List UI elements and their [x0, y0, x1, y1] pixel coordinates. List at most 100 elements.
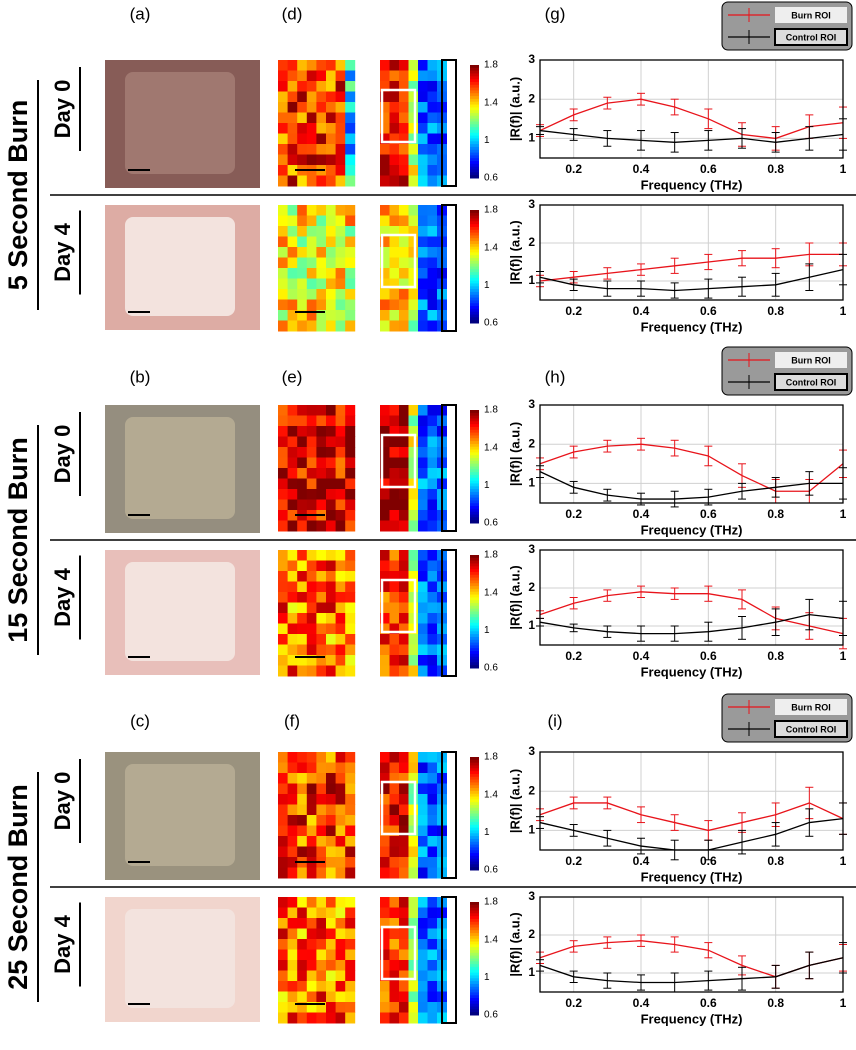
- heatmap-cell: [345, 489, 356, 500]
- heatmap-cell: [335, 310, 346, 321]
- heatmap-cell: [316, 634, 327, 645]
- heatmap-cell: [427, 102, 438, 113]
- heatmap-cell: [306, 499, 317, 511]
- heatmap-cell: [380, 960, 390, 971]
- plot-frame: [539, 404, 844, 504]
- heatmap-cell: [326, 175, 336, 187]
- heatmap-cell: [335, 644, 346, 656]
- y-axis-label: |R(f)| (a.u.): [507, 220, 522, 284]
- heatmap-cell: [306, 447, 317, 458]
- heatmap-cell: [380, 91, 390, 103]
- heatmap-cell: [316, 299, 327, 311]
- colorbar-segment: [470, 412, 479, 417]
- heatmap-cell: [427, 602, 438, 614]
- heatmap-cell: [326, 415, 336, 427]
- heatmap-cell: [389, 857, 400, 868]
- heatmap-cell: [297, 91, 308, 103]
- heatmap-cell: [335, 752, 346, 763]
- heatmap-cell: [408, 133, 419, 145]
- colorbar-segment: [470, 634, 479, 638]
- heatmap-cell: [326, 60, 336, 71]
- heatmap-cell: [278, 825, 288, 837]
- colorbar-segment: [470, 415, 479, 419]
- heatmap-cell: [316, 91, 327, 103]
- colorbar-segment: [470, 805, 479, 809]
- colorbar-tick-label: 1.4: [484, 934, 498, 945]
- heatmap-cell: [297, 468, 308, 479]
- heatmap-cell: [408, 665, 419, 677]
- heatmap-cell: [335, 499, 346, 511]
- colorbar-segment: [470, 127, 479, 131]
- day-label: Day 4: [50, 567, 75, 626]
- heatmap-cell: [389, 939, 400, 950]
- heatmap-cell: [408, 468, 419, 479]
- heatmap-cell: [427, 825, 438, 837]
- legend-label: Control ROI: [786, 377, 837, 387]
- heatmap-cell: [389, 205, 400, 216]
- heatmap-cell: [399, 857, 409, 868]
- heatmap-cell: [399, 205, 409, 216]
- heatmap-cell: [418, 102, 428, 113]
- heatmap-cell: [427, 773, 438, 784]
- colorbar-tick-label: 1.8: [484, 752, 498, 763]
- heatmap-cell: [389, 70, 400, 82]
- heatmap-cell: [287, 836, 298, 847]
- heatmap-cell: [399, 825, 409, 837]
- heatmap-cell: [287, 60, 298, 71]
- heatmap-cell: [297, 991, 308, 1003]
- heatmap-cell: [427, 960, 438, 971]
- heatmap-cell: [297, 644, 308, 656]
- heatmap-cell: [345, 846, 356, 858]
- roi-box: [380, 433, 417, 489]
- colorbar-segment: [470, 833, 479, 837]
- heatmap-cell: [287, 644, 298, 656]
- heatmap-cell: [278, 581, 288, 593]
- colorbar-segment: [470, 625, 479, 629]
- heatmap-cell: [408, 426, 419, 437]
- heatmap-cell: [287, 175, 298, 187]
- day-label: Day 0: [50, 772, 75, 831]
- heatmap-cell: [316, 478, 327, 490]
- heatmap-cell: [297, 804, 308, 816]
- heatmap-cell: [316, 762, 327, 774]
- heatmap-cell: [316, 1012, 327, 1024]
- heatmap-cell: [316, 133, 327, 145]
- heatmap-cell: [380, 602, 390, 614]
- heatmap-cell: [380, 133, 390, 145]
- heatmap-cell: [278, 857, 288, 868]
- colorbar-segment: [470, 424, 479, 428]
- heatmap-cell: [297, 257, 308, 269]
- colorbar-segment: [470, 155, 479, 159]
- colorbar-segment: [470, 308, 479, 313]
- heatmap-cell: [380, 102, 390, 113]
- heatmap-cell: [306, 91, 317, 103]
- heatmap-cell: [345, 918, 356, 929]
- colorbar-segment: [470, 816, 479, 820]
- colorbar-segment: [470, 594, 479, 598]
- heatmap-cell: [389, 665, 400, 677]
- heatmap-cell: [278, 665, 288, 677]
- heatmap-cell: [326, 836, 336, 847]
- heatmap-cell: [326, 623, 336, 635]
- colorbar-segment: [470, 941, 479, 945]
- heatmap-cell: [287, 655, 298, 666]
- colorbar-segment: [470, 87, 479, 91]
- heatmap-cell: [389, 102, 400, 113]
- heatmap-cell: [297, 415, 308, 427]
- heatmap-cell: [389, 773, 400, 784]
- heatmap-cell: [427, 457, 438, 469]
- colorbar-segment: [470, 311, 479, 316]
- heatmap-cell: [427, 665, 438, 677]
- heatmap-cell: [427, 236, 438, 248]
- heatmap-cell: [326, 133, 336, 145]
- x-axis-label: Frequency (THz): [641, 522, 743, 537]
- heatmap-cell: [287, 289, 298, 300]
- colorbar-segment: [470, 944, 479, 948]
- colorbar-segment: [470, 966, 479, 971]
- colorbar-segment: [470, 665, 479, 669]
- colorbar-segment: [470, 483, 479, 487]
- heatmap-cell: [306, 939, 317, 950]
- heatmap-cell: [326, 510, 336, 521]
- heatmap-cell: [278, 320, 288, 332]
- colorbar-tick-label: 1.4: [484, 442, 498, 453]
